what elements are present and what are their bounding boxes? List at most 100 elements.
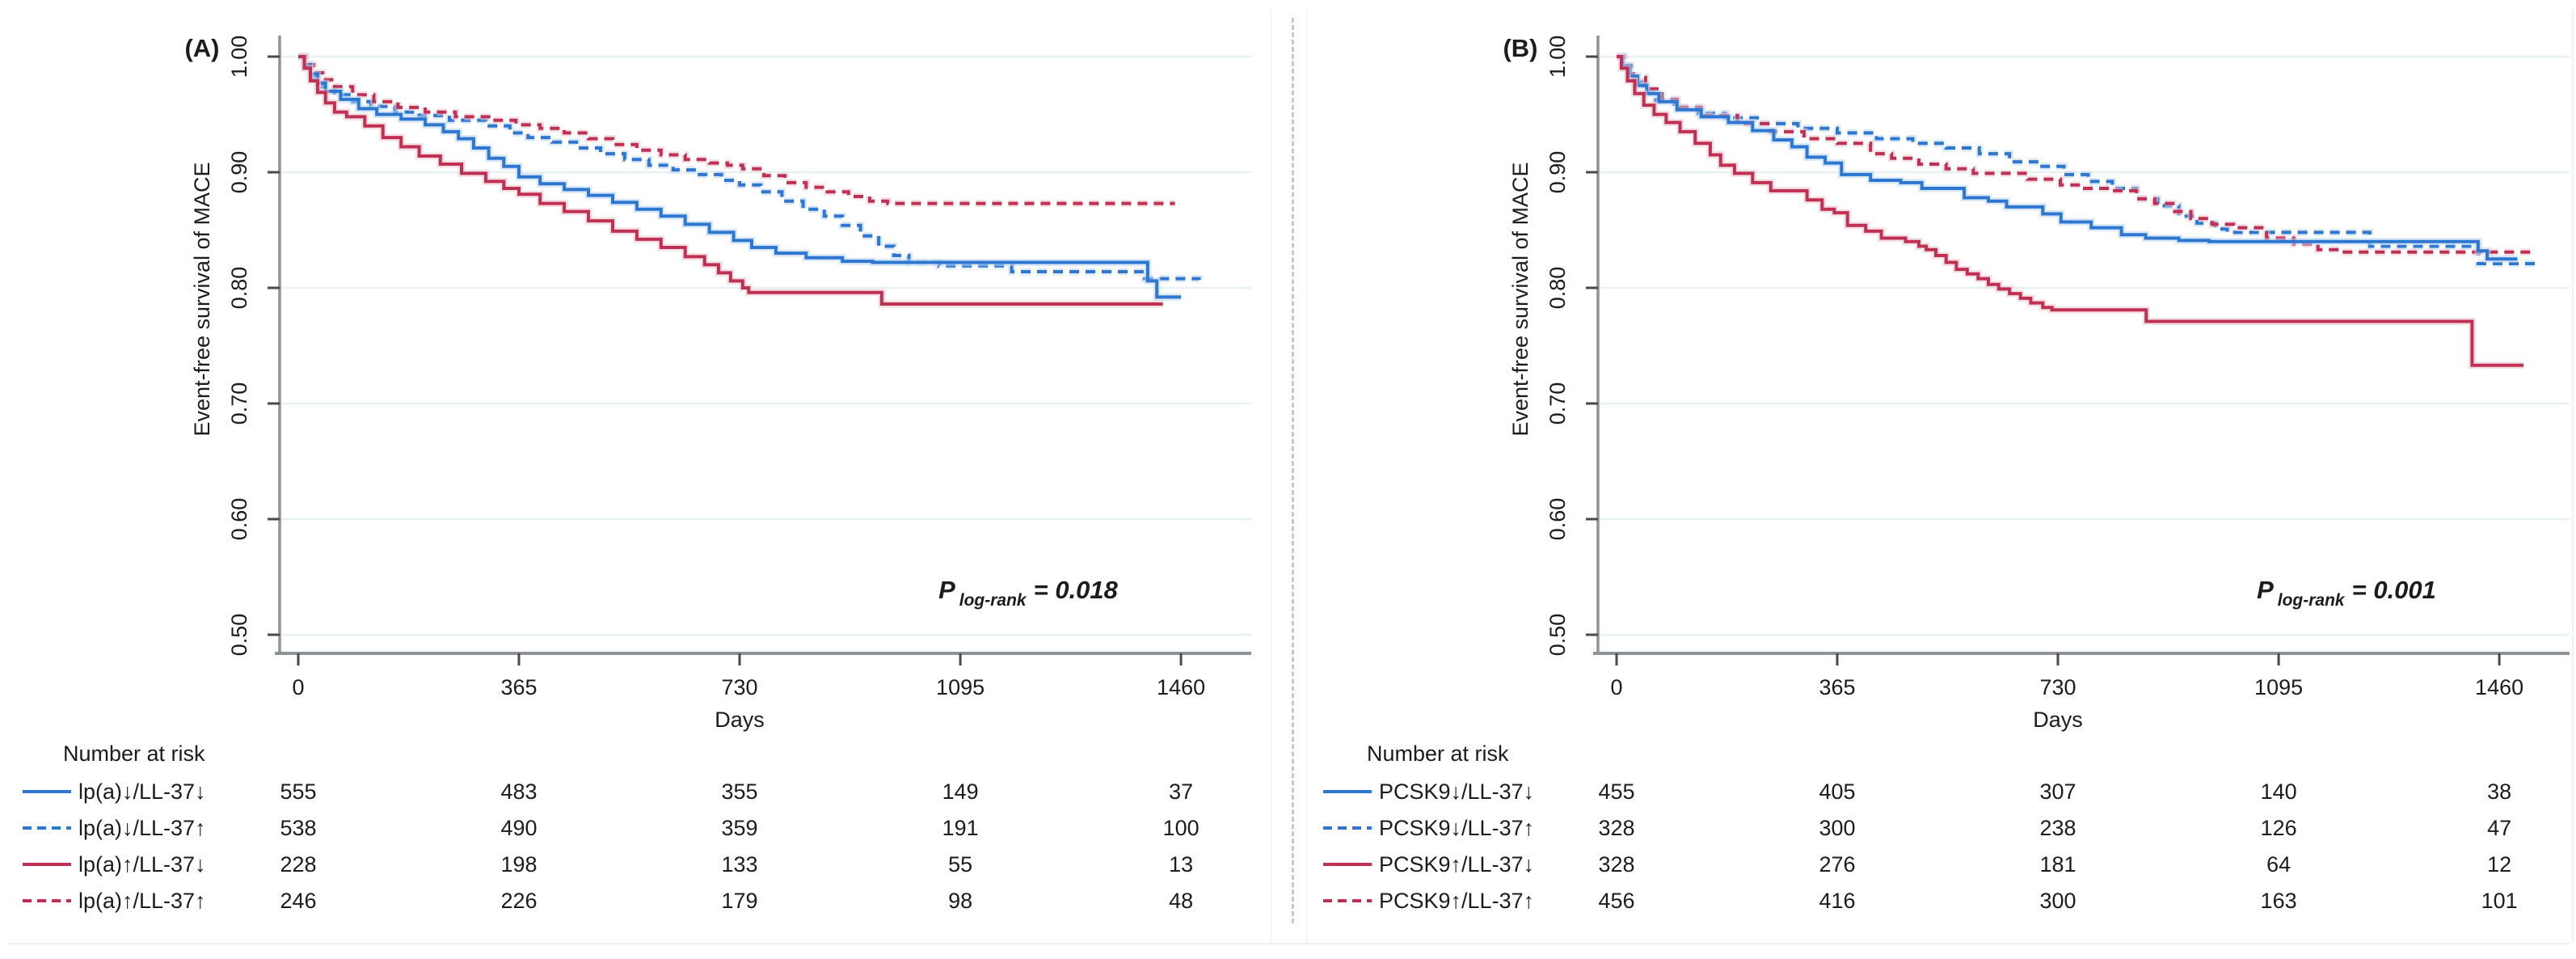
panel-a-right-frame-line [1271,10,1272,943]
risk-row-label-lp(a)↓/LL-37↑: lp(a)↓/LL-37↑ [78,816,206,840]
risk-count-PCSK9↓/LL-37↑-t1460: 47 [2487,816,2511,840]
x-tick-label-1095: 1095 [936,675,984,699]
risk-table-header: Number at risk [63,741,205,766]
x-axis-title: Days [2033,708,2083,732]
x-tick-label-1460: 1460 [1157,675,1205,699]
risk-count-lp(a)↑/LL-37↓-t1095: 55 [948,852,972,877]
risk-count-PCSK9↓/LL-37↑-t365: 300 [1819,816,1855,840]
risk-count-PCSK9↑/LL-37↑-t365: 416 [1819,889,1855,913]
risk-count-lp(a)↓/LL-37↑-t0: 538 [280,816,316,840]
risk-count-PCSK9↓/LL-37↑-t1095: 126 [2261,816,2297,840]
km-plot-B: 0.500.600.700.800.901.000 365 730 1095 1460 … [1323,34,2570,913]
axes: 0.50 0.60 0.70 0.80 0.90 1.00 0 365 730 1095 1460 [1545,36,2570,699]
y-tick-label-0.80: 0.80 [1545,267,1570,310]
pvalue-p: P [938,576,955,604]
curve-halo-3 [1617,53,2523,370]
x-tick-label-730: 730 [2039,675,2076,699]
risk-count-PCSK9↑/LL-37↑-t1095: 163 [2261,889,2297,913]
survival-curves [1617,53,2536,370]
y-axis-title: Event-free survival of MACE [190,162,214,436]
risk-count-lp(a)↓/LL-37↓-t0: 555 [280,779,316,804]
y-tick-label-0.80: 0.80 [227,267,251,310]
risk-count-PCSK9↓/LL-37↓-t730: 307 [2039,779,2076,804]
pvalue-p: P [2257,576,2274,604]
panel-B: 0.50 0.60 0.70 0.80 0.90 1.00 0 365 730 1095 1460 … [1318,0,2576,959]
risk-count-PCSK9↑/LL-37↑-t0: 456 [1598,889,1634,913]
risk-count-lp(a)↓/LL-37↑-t730: 359 [721,816,757,840]
risk-count-PCSK9↑/LL-37↑-t730: 300 [2039,889,2076,913]
km-plot-A: 0.500.600.700.800.901.000 365 730 1095 1460 … [23,34,1251,913]
y-tick-label-1.00: 1.00 [1545,36,1570,78]
risk-count-lp(a)↑/LL-37↓-t730: 133 [721,852,757,877]
gridlines [280,55,1251,636]
pvalue-eq: = 0.001 [2352,576,2436,604]
curve-lp(a)↓/LL-37↓ [298,55,1182,299]
x-tick-label-365: 365 [500,675,537,699]
curve-lp(a)↑/LL-37↓ [298,55,1163,306]
risk-count-lp(a)↑/LL-37↑-t1095: 98 [948,889,972,913]
y-tick-label-0.50: 0.50 [1545,614,1570,657]
risk-row-label-PCSK9↑/LL-37↓: PCSK9↑/LL-37↓ [1379,852,1534,877]
risk-count-PCSK9↓/LL-37↓-t0: 455 [1598,779,1634,804]
risk-count-PCSK9↑/LL-37↓-t1460: 12 [2487,852,2511,877]
risk-row-label-lp(a)↑/LL-37↑: lp(a)↑/LL-37↑ [78,889,206,913]
risk-count-PCSK9↓/LL-37↓-t1460: 38 [2487,779,2511,804]
risk-count-lp(a)↑/LL-37↓-t1460: 13 [1169,852,1193,877]
y-tick-label-0.90: 0.90 [1545,151,1570,194]
risk-count-PCSK9↑/LL-37↑-t1460: 101 [2481,889,2518,913]
curve-halo-2 [1617,53,2518,263]
pvalue-sub: log-rank [2278,591,2346,610]
panel-label: (A) [184,34,219,62]
y-tick-label-0.50: 0.50 [227,614,251,657]
risk-count-PCSK9↑/LL-37↓-t730: 181 [2039,852,2076,877]
risk-count-lp(a)↑/LL-37↑-t730: 179 [721,889,757,913]
risk-count-PCSK9↓/LL-37↓-t1095: 140 [2261,779,2297,804]
risk-table: lp(a)↓/LL-37↓ 555 483 355 149 37 lp(a)↓/LL-37↑… [23,779,1199,913]
risk-count-lp(a)↓/LL-37↑-t1095: 191 [942,816,979,840]
x-tick-label-1095: 1095 [2254,675,2303,699]
figure-bottom-frame-line [8,943,2570,944]
curve-PCSK9↑/LL-37↓ [1617,55,2523,367]
curve-PCSK9↓/LL-37↑ [1617,55,2536,265]
risk-count-lp(a)↓/LL-37↑-t365: 490 [500,816,537,840]
risk-count-PCSK9↓/LL-37↑-t730: 238 [2039,816,2076,840]
curve-PCSK9↑/LL-37↑ [1617,55,2533,254]
panel-b-left-frame-line [1306,10,1308,943]
risk-count-lp(a)↓/LL-37↓-t1095: 149 [942,779,979,804]
risk-table-header: Number at risk [1367,741,1509,766]
risk-count-lp(a)↑/LL-37↓-t0: 228 [280,852,316,877]
risk-count-PCSK9↑/LL-37↓-t1095: 64 [2266,852,2291,877]
x-tick-label-0: 0 [292,675,304,699]
y-tick-label-0.70: 0.70 [1545,382,1570,425]
gridlines [1598,55,2570,636]
pvalue-eq: = 0.018 [1034,576,1119,604]
risk-count-lp(a)↑/LL-37↑-t365: 226 [500,889,537,913]
risk-count-lp(a)↑/LL-37↓-t365: 198 [500,852,537,877]
x-tick-label-0: 0 [1610,675,1622,699]
risk-count-lp(a)↓/LL-37↓-t365: 483 [500,779,537,804]
x-tick-label-1460: 1460 [2475,675,2523,699]
risk-count-PCSK9↓/LL-37↑-t0: 328 [1598,816,1634,840]
pvalue-sub: log-rank [959,591,1027,610]
risk-row-label-PCSK9↓/LL-37↓: PCSK9↓/LL-37↓ [1379,779,1534,804]
panel-A: 0.50 0.60 0.70 0.80 0.90 1.00 0 365 730 1095 1460 … [0,0,1258,959]
curve-PCSK9↓/LL-37↓ [1617,55,2518,261]
y-tick-label-1.00: 1.00 [227,36,251,78]
risk-count-lp(a)↓/LL-37↓-t1460: 37 [1169,779,1193,804]
y-tick-label-0.60: 0.60 [227,498,251,541]
x-tick-label-730: 730 [721,675,757,699]
risk-count-lp(a)↓/LL-37↓-t730: 355 [721,779,757,804]
curve-halo-0 [1617,53,2536,268]
risk-row-label-lp(a)↓/LL-37↓: lp(a)↓/LL-37↓ [78,779,206,804]
y-axis-title: Event-free survival of MACE [1508,162,1533,436]
risk-count-PCSK9↓/LL-37↓-t365: 405 [1819,779,1855,804]
curve-lp(a)↑/LL-37↑ [298,55,1175,205]
risk-row-label-PCSK9↓/LL-37↑: PCSK9↓/LL-37↑ [1379,816,1534,840]
risk-count-lp(a)↓/LL-37↑-t1460: 100 [1163,816,1199,840]
figure-right-frame-line [2572,10,2574,943]
risk-count-lp(a)↑/LL-37↑-t1460: 48 [1169,889,1193,913]
panel-divider-dashed-line [1292,18,1294,923]
